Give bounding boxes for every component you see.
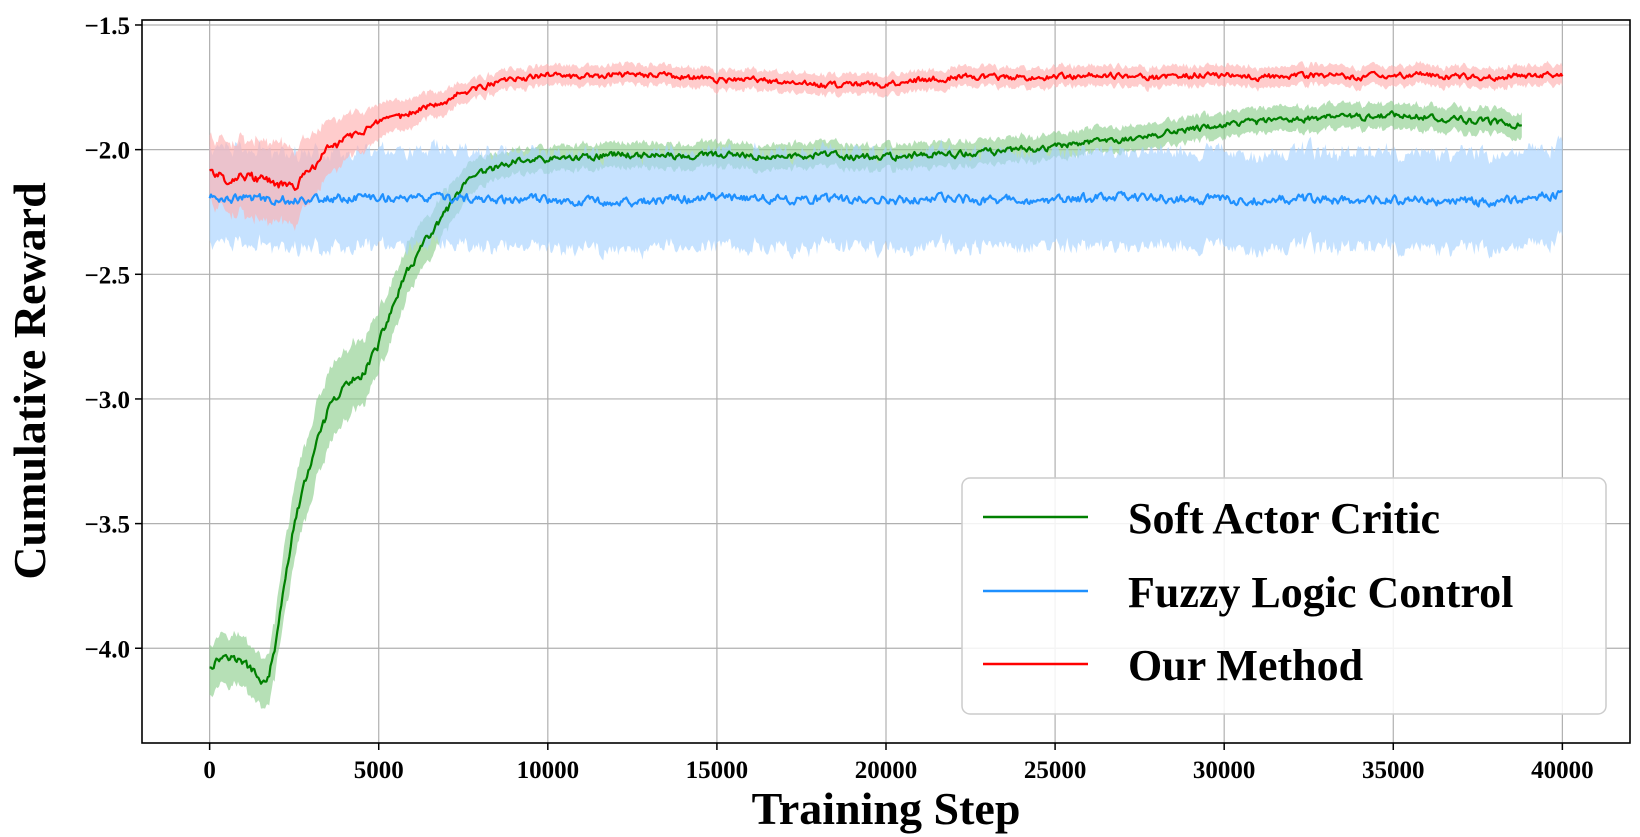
x-tick-label: 30000 [1193, 757, 1256, 784]
line-fuzzy-logic-control [208, 190, 1563, 208]
y-tick-label: −3.0 [85, 387, 131, 414]
x-tick-label: 20000 [855, 757, 918, 784]
y-tick-label: −2.5 [85, 262, 131, 289]
y-axis-title: Cumulative Reward [4, 182, 55, 580]
y-tick-label: −1.5 [85, 13, 131, 40]
confidence-bands [209, 60, 1563, 709]
x-tick-label: 0 [203, 757, 216, 784]
x-tick-label: 5000 [354, 757, 404, 784]
y-tick-label: −3.5 [85, 512, 131, 539]
legend: Soft Actor Critic Fuzzy Logic Control Ou… [961, 477, 1607, 715]
x-tick-label: 35000 [1362, 757, 1425, 784]
band-fuzzy-logic-control [209, 135, 1563, 261]
y-axis-ticks: −4.0 −3.5 −3.0 −2.5 −2.0 −1.5 [85, 13, 142, 663]
y-tick-label: −2.0 [85, 138, 131, 165]
x-tick-label: 25000 [1024, 757, 1087, 784]
series-lines [208, 70, 1564, 685]
x-tick-label: 15000 [686, 757, 749, 784]
x-axis-title: Training Step [752, 783, 1021, 834]
x-tick-label: 10000 [517, 757, 580, 784]
x-axis-ticks: 0 5000 10000 15000 20000 25000 30000 35000 40000 [203, 743, 1594, 784]
y-tick-label: −4.0 [85, 636, 131, 663]
legend-box [961, 477, 1607, 715]
band-our-method [209, 60, 1563, 231]
legend-label-soft-actor-critic: Soft Actor Critic [1128, 494, 1440, 543]
legend-label-fuzzy-logic-control: Fuzzy Logic Control [1128, 568, 1513, 617]
line-our-method [209, 70, 1564, 191]
legend-label-our-method: Our Method [1128, 641, 1363, 690]
x-tick-label: 40000 [1531, 757, 1594, 784]
line-soft-actor-critic [209, 110, 1523, 685]
